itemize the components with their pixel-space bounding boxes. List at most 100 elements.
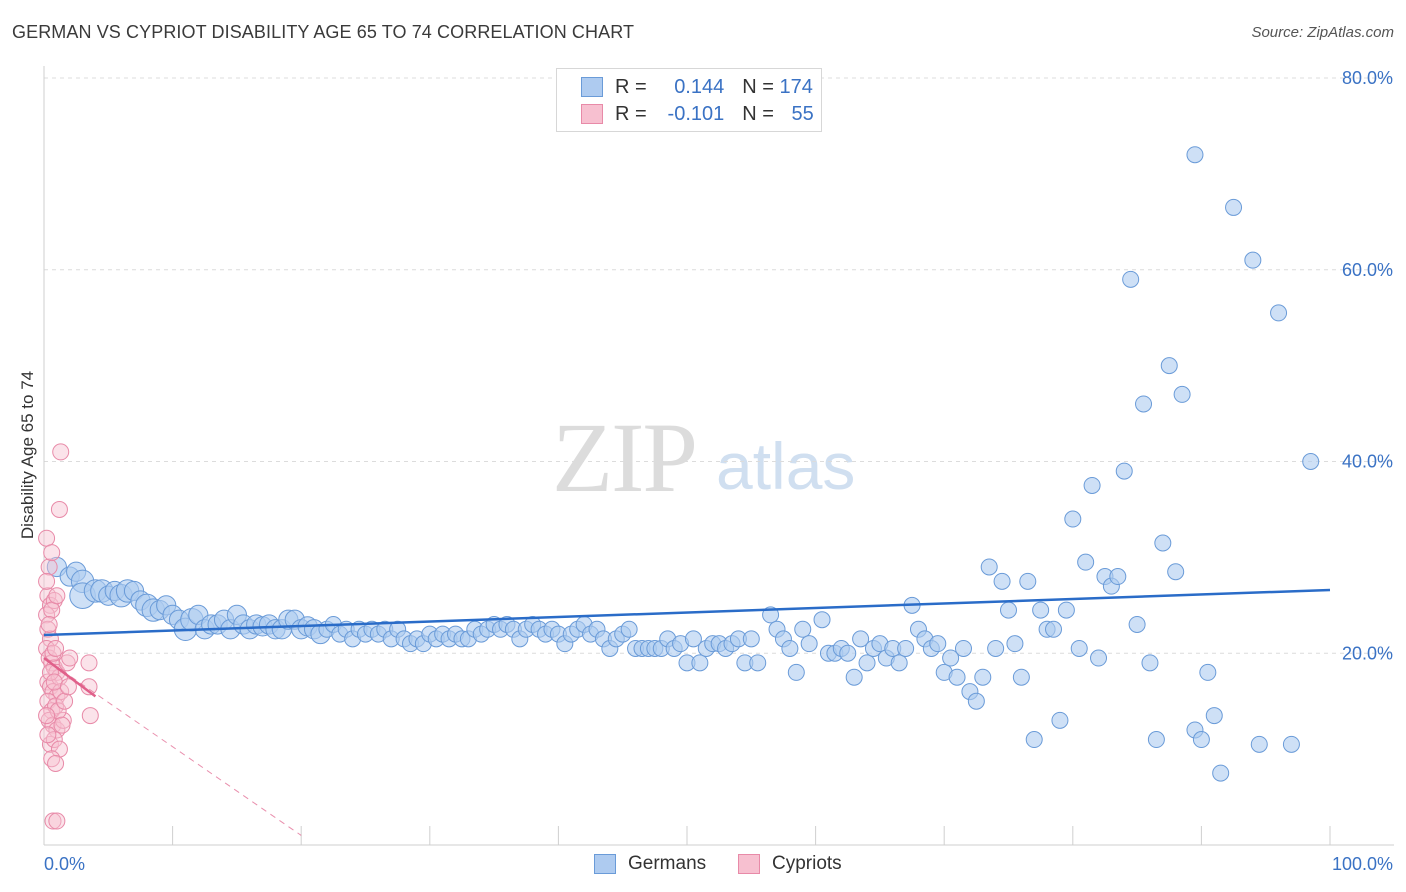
germans-point: [1032, 601, 1050, 619]
legend-r-value: -0.101: [667, 102, 725, 125]
germans-point: [1045, 620, 1063, 638]
germans-point: [1282, 735, 1300, 753]
trend-lines: [43, 588, 1331, 836]
germans-point: [1141, 654, 1159, 672]
legend-r-value: 0.144: [674, 75, 725, 98]
germans-point: [1083, 476, 1101, 494]
cypriots-point: [58, 654, 76, 672]
germans-point: [749, 654, 767, 672]
germans-point: [845, 668, 863, 686]
germans-point: [794, 620, 812, 638]
germans-point: [620, 620, 638, 638]
germans-point: [839, 644, 857, 662]
legend-n-label: N =: [742, 102, 780, 125]
bottom-legend-germans[interactable]: Germans: [594, 852, 706, 876]
germans-point: [1070, 639, 1088, 657]
germans-point: [1270, 304, 1288, 322]
legend-n-value: 174: [779, 75, 813, 98]
germans-point: [684, 630, 702, 648]
cypriots-point: [45, 673, 63, 691]
legend-r-label: R =: [615, 75, 653, 98]
germans-point: [1012, 668, 1030, 686]
legend-r-label: R =: [615, 102, 653, 125]
germans-point: [852, 630, 870, 648]
source-label: Source: ZipAtlas.com: [1251, 24, 1394, 41]
y-tick-label: 40.0%: [1342, 452, 1393, 472]
germans-legend-swatch: [594, 854, 616, 874]
germans-point: [1186, 146, 1204, 164]
cypriots-point: [38, 606, 56, 624]
cypriots-point: [81, 707, 99, 725]
cypriots-legend-swatch: [738, 854, 760, 874]
legend-n-label: N =: [742, 75, 780, 98]
cypriots-point: [40, 558, 58, 576]
germans-point: [1192, 731, 1210, 749]
cypriots-point: [47, 639, 65, 657]
x-tick-labels: 0.0% 100.0%: [44, 854, 1393, 874]
cypriots-point: [41, 663, 59, 681]
y-tick-label: 80.0%: [1342, 68, 1393, 88]
germans-point: [993, 572, 1011, 590]
cypriots-point: [61, 649, 79, 667]
cypriots-point: [48, 721, 66, 739]
germans-point: [1302, 453, 1320, 470]
y-tick-label: 60.0%: [1342, 260, 1393, 280]
bottom-legend-cypriots[interactable]: Cypriots: [738, 852, 842, 876]
germans-point: [742, 630, 760, 648]
germans-point: [890, 654, 908, 672]
y-tick-label: 20.0%: [1342, 643, 1393, 663]
germans-points: [46, 146, 1320, 782]
germans-swatch: [581, 77, 603, 97]
germans-legend-label: Germans: [628, 853, 707, 874]
germans-point: [1077, 553, 1095, 571]
germans-point: [1109, 568, 1127, 586]
y-tick-labels: 20.0% 40.0% 60.0% 80.0%: [1342, 68, 1393, 663]
cypriots-point: [38, 529, 56, 547]
cypriots-point: [40, 615, 58, 633]
germans-point: [1064, 510, 1082, 528]
germans-point: [1212, 764, 1230, 782]
cypriots-trend-dashed: [43, 657, 302, 836]
stats-legend: R = 0.144 N = 174 R = -0.101 N = 55: [556, 68, 822, 132]
germans-point: [1122, 270, 1140, 288]
germans-point: [781, 639, 799, 657]
cypriots-swatch: [581, 104, 603, 124]
germans-point: [1128, 615, 1146, 633]
germans-point: [787, 663, 805, 681]
germans-point: [1090, 649, 1108, 667]
germans-point: [1006, 635, 1024, 653]
cypriots-point: [52, 443, 70, 461]
germans-point: [980, 558, 998, 576]
germans-point: [948, 668, 966, 686]
cypriots-point: [45, 592, 63, 610]
gridlines: [44, 77, 1394, 654]
germans-point: [1199, 663, 1217, 681]
x-tick-label: 0.0%: [44, 854, 85, 874]
cypriots-point: [47, 755, 65, 773]
germans-point: [1160, 357, 1178, 375]
cypriots-point: [80, 654, 98, 672]
germans-point: [1115, 462, 1133, 480]
cypriots-point: [59, 678, 77, 696]
germans-trend-line: [43, 588, 1331, 637]
germans-point: [1244, 251, 1262, 269]
germans-point: [897, 639, 915, 657]
cypriots-point: [48, 812, 66, 830]
germans-point: [974, 668, 992, 686]
cypriots-point: [38, 707, 56, 725]
germans-point: [691, 654, 709, 672]
germans-point: [987, 639, 1005, 657]
germans-point: [1000, 601, 1017, 619]
cypriots-points: [38, 443, 99, 830]
germans-point: [1051, 711, 1069, 729]
germans-point: [1167, 563, 1185, 581]
cypriots-point: [50, 500, 68, 518]
cypriots-point: [56, 692, 74, 710]
cypriots-point: [38, 572, 56, 590]
axes: [43, 66, 1394, 846]
germans-point: [1057, 601, 1075, 619]
germans-point: [942, 649, 960, 667]
germans-point: [929, 635, 947, 653]
germans-point: [967, 692, 985, 710]
